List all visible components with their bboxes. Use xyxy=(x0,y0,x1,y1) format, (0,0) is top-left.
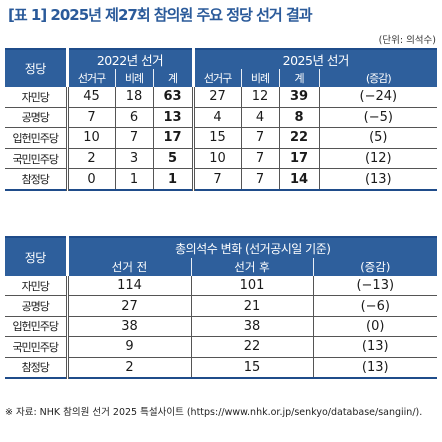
group-2025-header: 2025년 선거 xyxy=(191,49,438,69)
table-row: 입헌민주당 38 38 (0) xyxy=(5,316,438,338)
table-cell: 15 xyxy=(190,357,313,379)
table-cell: (−24) xyxy=(318,87,438,108)
table-cell: 5 xyxy=(152,148,194,170)
table-cell: 22 xyxy=(190,336,313,358)
table-cell: 10 xyxy=(66,127,115,149)
party-header: 정당 xyxy=(5,49,69,87)
party-name: 공명당 xyxy=(5,107,69,129)
col-header: 비례 xyxy=(114,69,153,87)
table-cell: (5) xyxy=(318,127,438,149)
table-cell: (−5) xyxy=(318,107,438,129)
table-row: 국민민주당 2 3 5 10 7 17 (12) xyxy=(5,148,438,170)
table-cell: 17 xyxy=(278,148,320,170)
table-cell: 38 xyxy=(66,316,191,338)
col-header: 계 xyxy=(152,69,194,87)
table-cell: 4 xyxy=(240,107,280,129)
total-seats-header: 총의석수 변화 (선거공시일 기준) xyxy=(67,237,438,258)
table-cell: 39 xyxy=(278,87,320,108)
party-name: 입헌민주당 xyxy=(5,127,69,149)
party-name: 참정당 xyxy=(5,357,69,379)
party-name: 참정당 xyxy=(5,168,69,191)
table-cell: 1 xyxy=(114,168,153,191)
table-cell: 10 xyxy=(191,148,242,170)
table-cell: (−13) xyxy=(312,276,438,297)
table-cell: 17 xyxy=(152,127,194,149)
col-header: 계 xyxy=(278,69,320,87)
table-cell: 45 xyxy=(66,87,115,108)
table-cell: (−6) xyxy=(312,295,438,317)
party-name: 입헌민주당 xyxy=(5,316,69,338)
col-header: (증감) xyxy=(312,258,438,276)
table-row: 공명당 7 6 13 4 4 8 (−5) xyxy=(5,107,438,129)
table-cell: (13) xyxy=(318,168,438,191)
table-cell: 101 xyxy=(190,276,313,297)
table-cell: 22 xyxy=(278,127,320,149)
page-title: [표 1] 2025년 제27회 참의원 주요 정당 선거 결과 xyxy=(8,6,313,24)
table-cell: 15 xyxy=(191,127,242,149)
table-cell: 1 xyxy=(152,168,194,191)
table-row: 국민민주당 9 22 (13) xyxy=(5,336,438,358)
table-cell: 7 xyxy=(114,127,153,149)
col-header: 선거 전 xyxy=(66,258,191,276)
party-name: 국민민주당 xyxy=(5,148,69,170)
table-cell: 63 xyxy=(152,87,194,108)
election-results-table: 정당 2022년 선거 2025년 선거 선거구 비례 계 선거구 비례 계 (… xyxy=(5,48,438,191)
table-cell: 38 xyxy=(190,316,313,338)
table-row: 입헌민주당 10 7 17 15 7 22 (5) xyxy=(5,127,438,149)
table-cell: 3 xyxy=(114,148,153,170)
col-header: 선거구 xyxy=(67,69,115,87)
col-header: 선거구 xyxy=(191,69,242,87)
source-note: ※ 자료: NHK 참의원 선거 2025 특설사이트 (https://www… xyxy=(5,407,423,418)
table-cell: 7 xyxy=(240,127,280,149)
table-cell: (12) xyxy=(318,148,438,170)
table-cell: 6 xyxy=(114,107,153,129)
table-cell: 27 xyxy=(66,295,191,317)
table-cell: 0 xyxy=(66,168,115,191)
table-cell: 114 xyxy=(66,276,191,297)
table-cell: (0) xyxy=(312,316,438,338)
table-cell: 27 xyxy=(191,87,242,108)
col-header: (증감) xyxy=(318,69,438,87)
table-cell: 8 xyxy=(278,107,320,129)
table-cell: (13) xyxy=(312,336,438,358)
unit-note: (단위: 의석수) xyxy=(378,35,436,46)
party-name: 자민당 xyxy=(5,276,69,297)
table-cell: 21 xyxy=(190,295,313,317)
table-cell: 13 xyxy=(152,107,194,129)
table-cell: 12 xyxy=(240,87,280,108)
party-name: 자민당 xyxy=(5,87,69,108)
table-cell: 7 xyxy=(240,168,280,191)
table-row: 자민당 114 101 (−13) xyxy=(5,276,438,297)
table-cell: 9 xyxy=(66,336,191,358)
table-cell: 18 xyxy=(114,87,153,108)
table-cell: 7 xyxy=(240,148,280,170)
table-cell: 2 xyxy=(66,148,115,170)
total-seats-table: 정당 총의석수 변화 (선거공시일 기준) 선거 전 선거 후 (증감) 자민당… xyxy=(5,236,438,379)
table-cell: 7 xyxy=(191,168,242,191)
col-header: 선거 후 xyxy=(190,258,313,276)
party-name: 국민민주당 xyxy=(5,336,69,358)
group-2022-header: 2022년 선거 xyxy=(67,49,194,69)
party-header: 정당 xyxy=(5,237,69,276)
table-cell: 4 xyxy=(191,107,242,129)
table-cell: (13) xyxy=(312,357,438,379)
table-row: 참정당 0 1 1 7 7 14 (13) xyxy=(5,168,438,191)
table-cell: 14 xyxy=(278,168,320,191)
table-cell: 2 xyxy=(66,357,191,379)
table-cell: 7 xyxy=(66,107,115,129)
table-row: 공명당 27 21 (−6) xyxy=(5,295,438,317)
table-row: 참정당 2 15 (13) xyxy=(5,357,438,379)
col-header: 비례 xyxy=(240,69,280,87)
table-row: 자민당 45 18 63 27 12 39 (−24) xyxy=(5,87,438,108)
party-name: 공명당 xyxy=(5,295,69,317)
